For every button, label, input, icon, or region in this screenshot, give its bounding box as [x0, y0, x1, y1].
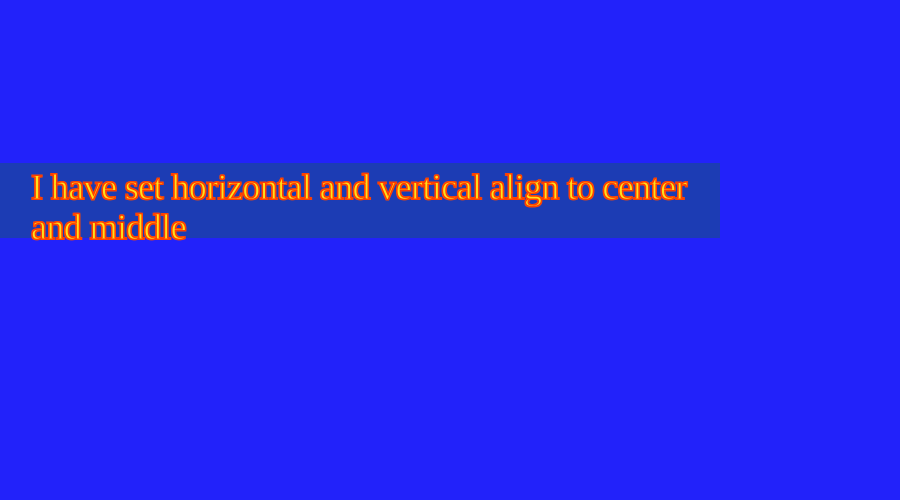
- text-box: I have set horizontal and vertical align…: [0, 163, 720, 248]
- text-box-label: I have set horizontal and vertical align…: [31, 167, 688, 248]
